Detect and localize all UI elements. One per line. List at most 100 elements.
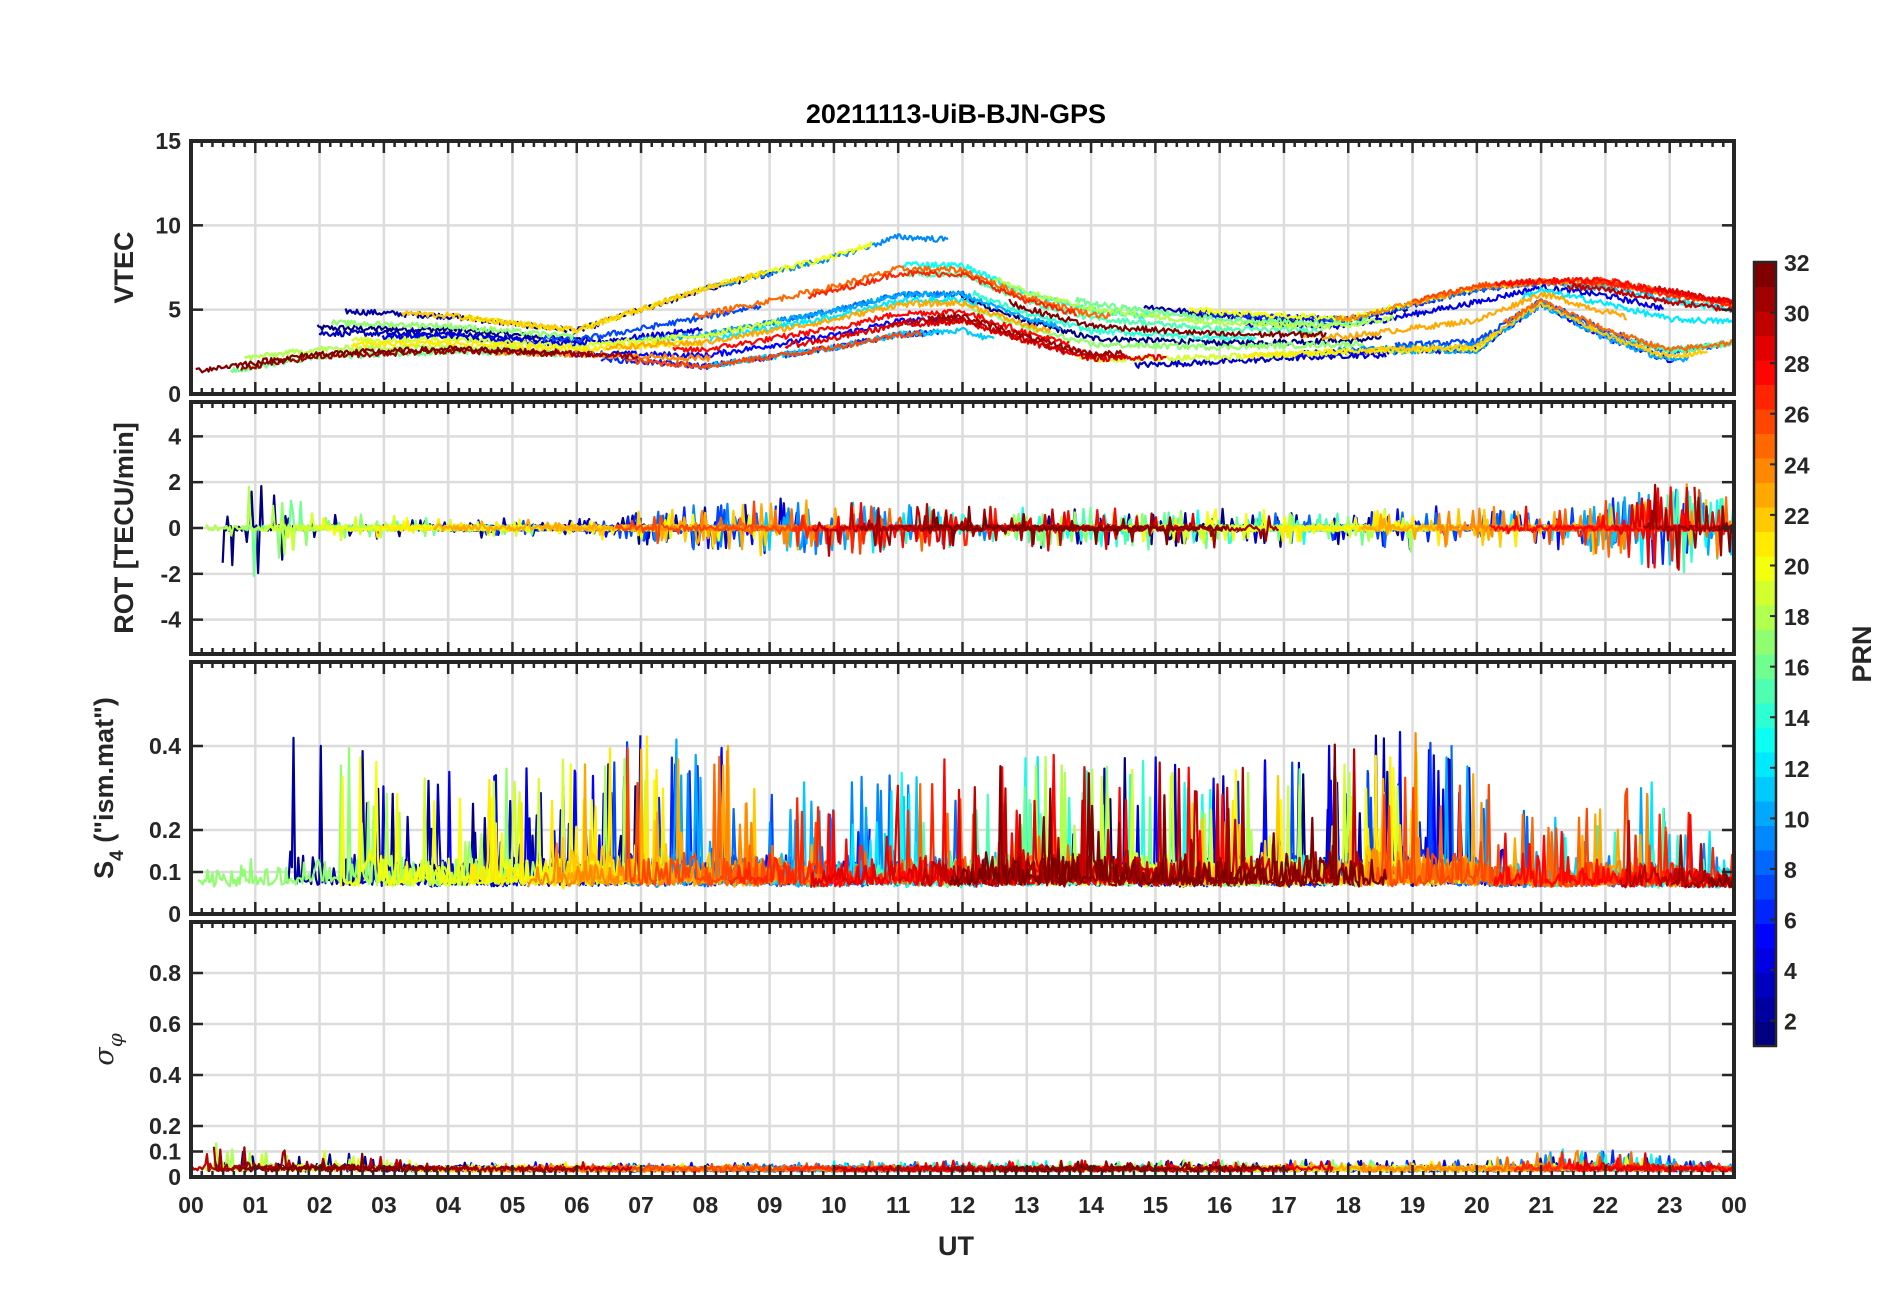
x-tick-label: 21: [1528, 1192, 1554, 1218]
colorbar-segment: [1754, 874, 1776, 900]
series-line-prn-32: [921, 505, 1228, 547]
series-line-prn-23: [1301, 291, 1628, 341]
x-tick-label: 04: [435, 1192, 461, 1218]
series-line-prn-32: [949, 743, 1388, 888]
y-tick-label: 0.1: [149, 1139, 181, 1165]
colorbar-segment: [1754, 580, 1776, 606]
colorbar-segment: [1754, 605, 1776, 630]
y-tick-label: -2: [161, 561, 181, 587]
series-line-prn-19: [262, 512, 526, 551]
colorbar-segment: [1754, 923, 1776, 949]
x-tick-label: 00: [1721, 1192, 1747, 1218]
x-axis-label: UT: [938, 1231, 974, 1261]
x-tick-label: 09: [757, 1192, 783, 1218]
y-tick-label: 4: [168, 423, 181, 449]
x-tick-label: 10: [821, 1192, 847, 1218]
series-line-prn-25: [1502, 299, 1734, 352]
x-tick-label: 08: [693, 1192, 719, 1218]
x-ticks: [189, 922, 1736, 1177]
y-tick-label: 0.4: [149, 1062, 181, 1088]
series-line-prn-29: [1653, 285, 1734, 305]
colorbar-tick-label: 26: [1784, 402, 1810, 428]
series-line-prn-27: [807, 269, 1077, 317]
colorbar-segment: [1754, 433, 1776, 459]
x-tick-label: 12: [950, 1192, 976, 1218]
colorbar-tick-label: 2: [1784, 1009, 1797, 1035]
colorbar-segment: [1754, 482, 1776, 508]
colorbar-segment: [1754, 899, 1776, 924]
x-tick-label: 02: [307, 1192, 333, 1218]
series-line-prn-31: [1670, 834, 1734, 889]
y-axis-label: σφ: [89, 1033, 127, 1065]
figure-title: 20211113-UiB-BJN-GPS: [806, 99, 1106, 129]
x-ticks: [189, 402, 1736, 654]
colorbar-tick-label: 30: [1784, 301, 1810, 327]
series-line-prn-18: [993, 276, 1395, 330]
colorbar-tick-label: 18: [1784, 604, 1810, 630]
series-line-prn-28: [672, 308, 1070, 353]
grid: [191, 922, 1734, 1179]
series-line-prn-30: [1566, 283, 1734, 313]
colorbar-segment: [1754, 678, 1776, 704]
x-tick-label: 13: [1014, 1192, 1040, 1218]
colorbar-segment: [1754, 507, 1776, 532]
colorbar-segment: [1754, 286, 1776, 312]
x-tick-label: 00: [178, 1192, 204, 1218]
grid: [191, 139, 1734, 396]
series-line-prn-14: [972, 290, 1257, 342]
colorbar-tick-label: 28: [1784, 351, 1810, 377]
series-line-prn-12: [1521, 287, 1734, 325]
series-line-prn-32: [1008, 298, 1327, 339]
panels: 05 10 15 VTEC -4 -2 02 4 ROT [TECU/min] 00.10.20.…: [89, 128, 1747, 1218]
y-tick-label: 10: [155, 212, 181, 238]
colorbar-tick-label: 16: [1784, 655, 1810, 681]
colorbar-segment: [1754, 972, 1776, 998]
x-tick-label: 17: [1271, 1192, 1297, 1218]
x-tick-label: 20: [1464, 1192, 1490, 1218]
colorbar-segment: [1754, 262, 1776, 287]
colorbar-segment: [1754, 776, 1776, 802]
y-axis-label: S4 ("ism.mat"): [89, 697, 128, 879]
y-tick-label: 0: [168, 381, 181, 407]
colorbar-segment: [1754, 531, 1776, 557]
colorbar-segment: [1754, 948, 1776, 973]
colorbar-segment: [1754, 703, 1776, 728]
x-ticks: [189, 141, 1736, 394]
colorbar-tick-label: 10: [1784, 806, 1810, 832]
colorbar-tick-label: 24: [1784, 452, 1810, 478]
colorbar-segment: [1754, 556, 1776, 581]
colorbar-segment: [1754, 850, 1776, 875]
series-line-prn-15: [905, 269, 1323, 335]
series-line-prn-20: [462, 240, 874, 334]
series-line-prn-17: [960, 301, 1365, 351]
y-tick-label: 0.1: [149, 859, 181, 885]
x-tick-label: 07: [628, 1192, 654, 1218]
colorbar-segment: [1754, 335, 1776, 361]
y-axis-label: VTEC: [109, 231, 139, 303]
series-line-prn-23: [605, 299, 1052, 351]
colorbar-segment: [1754, 727, 1776, 753]
x-tick-label: 05: [500, 1192, 526, 1218]
x-tick-label: 06: [564, 1192, 590, 1218]
series-line-prn-9: [705, 233, 949, 290]
series-line-prn-26: [625, 330, 923, 370]
colorbar-segment: [1754, 801, 1776, 826]
series-group: [195, 233, 1734, 374]
colorbar-segment: [1754, 384, 1776, 410]
y-axis: 00.10.2 0.4 0.6 0.8: [149, 960, 1734, 1190]
y-tick-label: 15: [155, 128, 181, 154]
y-tick-label: 0: [168, 1164, 181, 1190]
series-line-prn-26: [614, 500, 956, 555]
colorbar-frame: [1752, 260, 1778, 1048]
series-line-prn-32: [239, 1152, 438, 1173]
series-line-prn-28: [1489, 486, 1693, 571]
y-tick-label: -4: [161, 607, 182, 633]
colorbar-tick-label: 4: [1784, 958, 1797, 984]
series-line-prn-32: [1002, 1160, 1291, 1173]
colorbar-segment: [1754, 409, 1776, 434]
y-axis: 0 5 10 15: [155, 128, 1734, 407]
colorbar-tick-label: 12: [1784, 756, 1810, 782]
y-axis-label: ROT [TECU/min]: [109, 422, 139, 633]
panel-s4: 0 0.1 0.2 0.4 S4 ("ism.mat"): [89, 660, 1736, 927]
